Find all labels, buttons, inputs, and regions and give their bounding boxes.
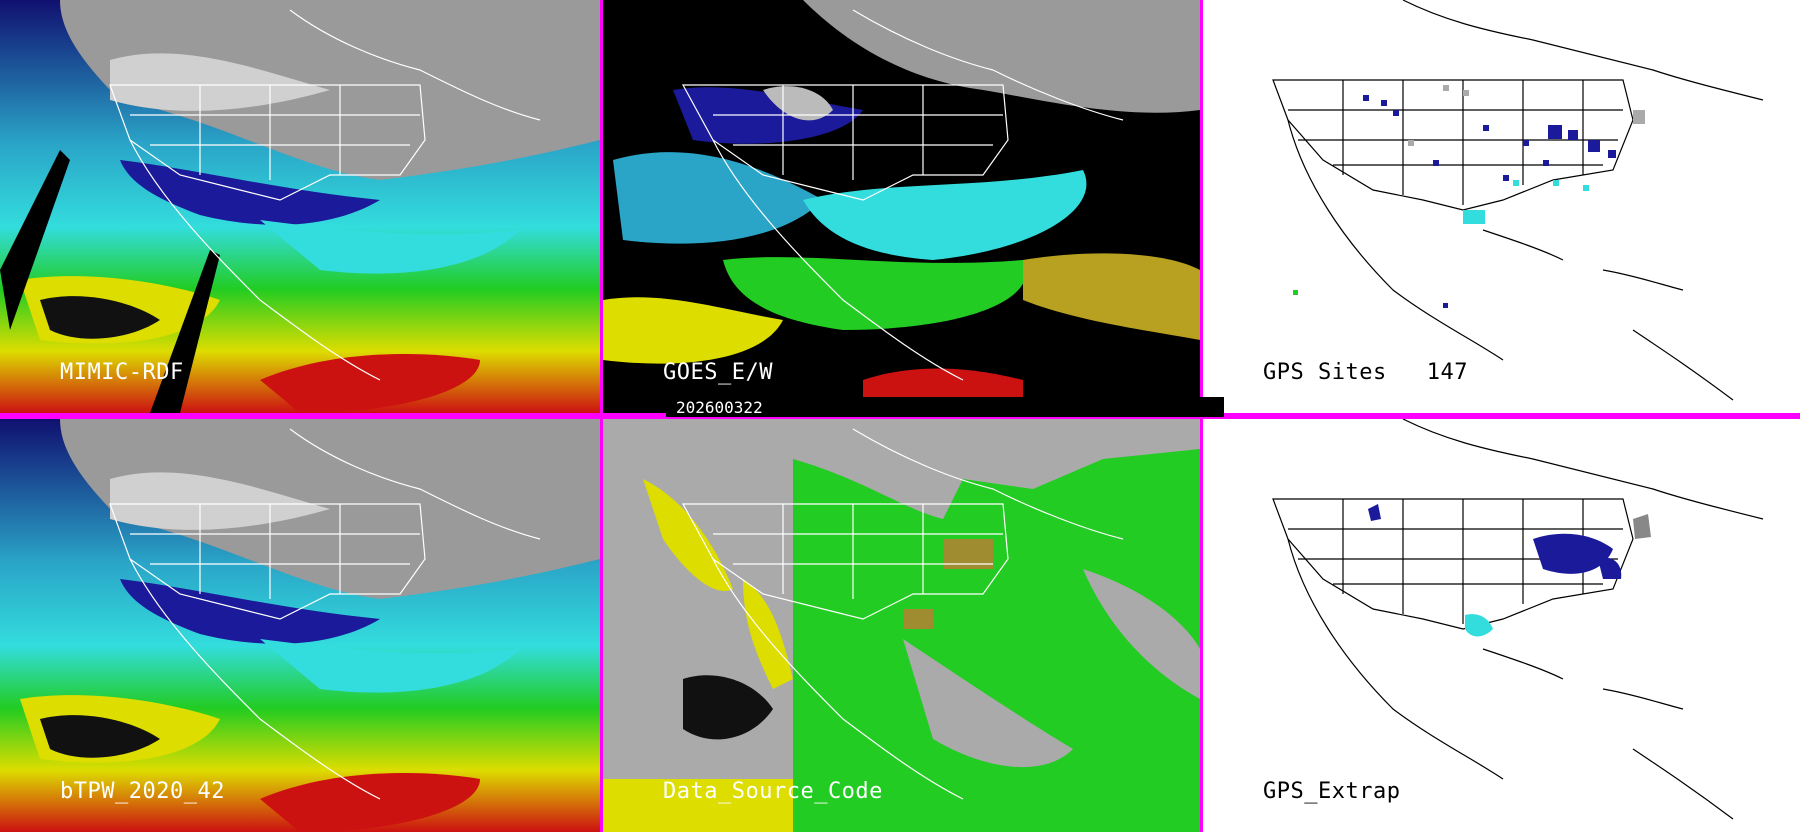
gps-sites-panel: GPS Sites 147: [1203, 0, 1800, 413]
date-label: 202600322: [676, 398, 763, 417]
panel-label: GPS_Extrap: [1263, 779, 1401, 804]
goes-map: [603, 0, 1200, 413]
btpw-panel: bTPW_2020_42: [0, 419, 600, 832]
mimic-rdf-panel: MIMIC-RDF: [0, 0, 600, 413]
date-bar: 202600322: [666, 397, 1224, 417]
data-source-map: [603, 419, 1200, 832]
gps-extrap-panel: GPS_Extrap: [1203, 419, 1800, 832]
gps-extrap-map: [1203, 419, 1800, 832]
btpw-map: [0, 419, 600, 832]
panel-label: bTPW_2020_42: [60, 779, 225, 804]
data-source-panel: Data_Source_Code: [603, 419, 1200, 832]
gps-sites-map: [1203, 0, 1800, 413]
panel-label: GPS Sites 147: [1263, 360, 1468, 385]
mimic-rdf-map: [0, 0, 600, 413]
gps-sites-label: GPS Sites: [1263, 360, 1387, 385]
panel-label: GOES_E/W: [663, 360, 773, 385]
panel-label: MIMIC-RDF: [60, 360, 184, 385]
gps-sites-count: 147: [1426, 360, 1468, 385]
panel-label: Data_Source_Code: [663, 779, 883, 804]
goes-panel: GOES_E/W: [603, 0, 1200, 413]
